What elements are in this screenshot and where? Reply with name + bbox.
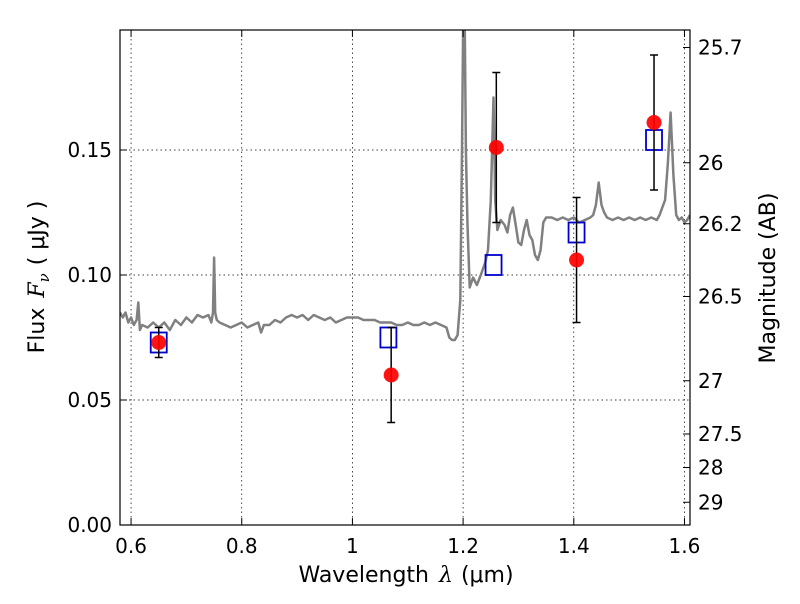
plot-frame [119, 29, 691, 526]
observed-flux-point [383, 367, 399, 383]
y-axis-label: FluxFν( μJy ) [25, 201, 53, 354]
observed-flux-point [151, 335, 167, 350]
x-axis-ticks: 0.6 0.8 1 1.2 1.4 1.6 [115, 30, 700, 558]
y2-tick-label: 26 [698, 151, 723, 175]
y-tick-label: 0.00 [67, 513, 112, 537]
x-tick-label: 1.6 [669, 534, 701, 558]
y-axis-ticks: 0.00 0.05 0.10 0.15 [67, 138, 127, 537]
series-layer [120, 30, 690, 342]
y2-axis-ticks: 25.7 26 26.2 26.5 27 27.5 28 29 [683, 36, 743, 514]
y2-tick-label: 27 [698, 369, 723, 393]
markers-layer [149, 54, 663, 424]
y2-tick-label: 25.7 [698, 36, 743, 60]
x-tick-label: 1 [346, 534, 359, 558]
observed-flux-point [488, 140, 504, 155]
y2-tick-label: 29 [698, 490, 723, 514]
observed-flux-point [569, 252, 585, 268]
observed-flux-point [646, 115, 662, 130]
x-tick-label: 0.8 [226, 534, 258, 558]
y2-tick-label: 26.5 [698, 285, 743, 309]
y2-tick-label: 27.5 [698, 422, 743, 446]
y2-axis-label: Magnitude (AB) [756, 193, 781, 364]
y-tick-label: 0.10 [67, 263, 112, 287]
x-tick-label: 1.2 [447, 534, 479, 558]
x-axis-label: Wavelength λ (μm) [298, 563, 513, 588]
x-tick-label: 1.4 [558, 534, 590, 558]
y-tick-label: 0.05 [67, 388, 112, 412]
y2-tick-label: 28 [698, 456, 723, 480]
y2-tick-label: 26.2 [698, 212, 743, 236]
y-tick-label: 0.15 [67, 138, 112, 162]
x-tick-label: 0.6 [115, 534, 147, 558]
model-photometry-square [484, 254, 503, 276]
spectrum-line [120, 30, 690, 342]
